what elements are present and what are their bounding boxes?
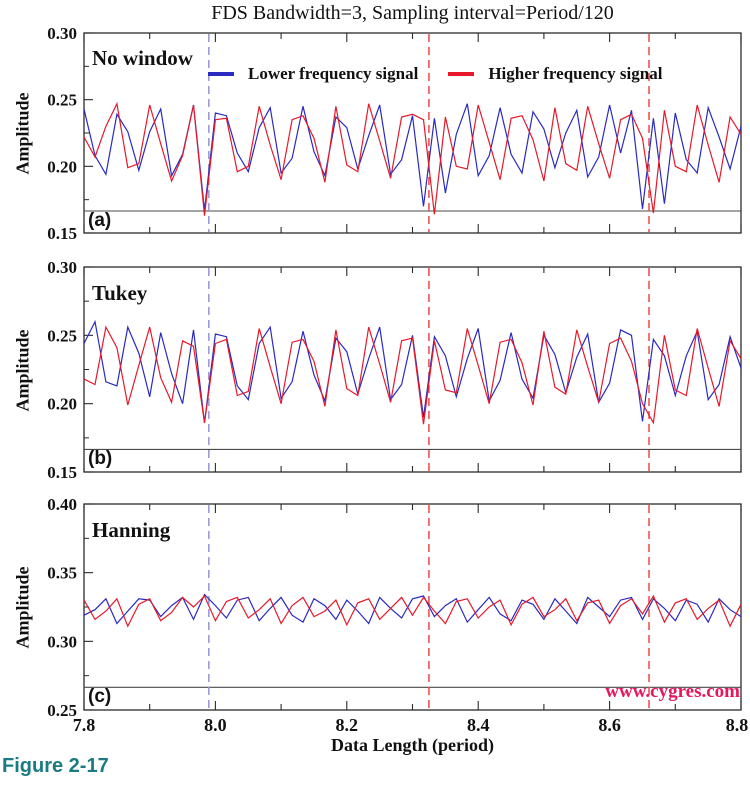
figure-caption: Figure 2-17 [2, 755, 109, 777]
panel-c-window-label: Hanning [92, 518, 171, 542]
x-tick-label: 8.2 [336, 715, 359, 735]
x-tick-label: 8.0 [204, 715, 227, 735]
series-line [83, 325, 742, 425]
x-tick-label: 7.8 [73, 715, 96, 735]
y-tick-label: 0.40 [47, 495, 77, 514]
y-tick-label: 0.30 [47, 258, 77, 277]
panel-c-letter: (c) [88, 686, 112, 707]
series-line [83, 101, 742, 216]
legend: Lower frequency signal Higher frequency … [208, 64, 662, 84]
y-tick-label: 0.35 [47, 564, 77, 583]
y-tick-label: 0.20 [47, 395, 77, 414]
chart-title: FDS Bandwidth=3, Sampling interval=Perio… [211, 2, 614, 24]
x-tick-label: 8.4 [467, 715, 490, 735]
panel-a-y-axis-label: Amplitude [12, 92, 33, 175]
x-tick-label: 8.8 [726, 715, 749, 735]
panel-a-window-label: No window [92, 46, 193, 70]
series-line [83, 594, 742, 628]
panel-c-y-axis-label: Amplitude [12, 566, 33, 649]
y-tick-label: 0.15 [47, 224, 77, 243]
y-tick-label: 0.20 [47, 157, 77, 176]
y-tick-label: 0.30 [47, 24, 77, 43]
panel-frame [83, 503, 742, 711]
panel-a-letter: (a) [88, 210, 112, 231]
higher-frequency-legend-dash-icon [448, 72, 475, 76]
watermark: www.cygres.com [605, 681, 740, 702]
legend-label-higher: Higher frequency signal [488, 64, 663, 83]
panel-b-window-label: Tukey [92, 281, 148, 305]
y-tick-label: 0.25 [47, 701, 77, 720]
x-tick-label: 8.6 [598, 715, 621, 735]
lower-frequency-legend-dash-icon [208, 72, 234, 76]
chart-canvas: 0.15 0.20 0.25 0.30 0.15 0.20 0.25 0.30 0.25 0.30… [47, 24, 749, 735]
y-tick-label: 0.25 [47, 326, 77, 345]
y-tick-label: 0.30 [47, 632, 77, 651]
series-line [83, 593, 742, 625]
legend-label-lower: Lower frequency signal [248, 64, 419, 83]
series-line [83, 319, 742, 423]
y-tick-label: 0.15 [47, 463, 77, 482]
y-tick-label: 0.25 [47, 91, 77, 110]
x-axis-title: Data Length (period) [331, 735, 494, 755]
panel-frame [83, 266, 742, 473]
panel-b-letter: (b) [88, 448, 113, 469]
panel-b-y-axis-label: Amplitude [12, 329, 33, 412]
